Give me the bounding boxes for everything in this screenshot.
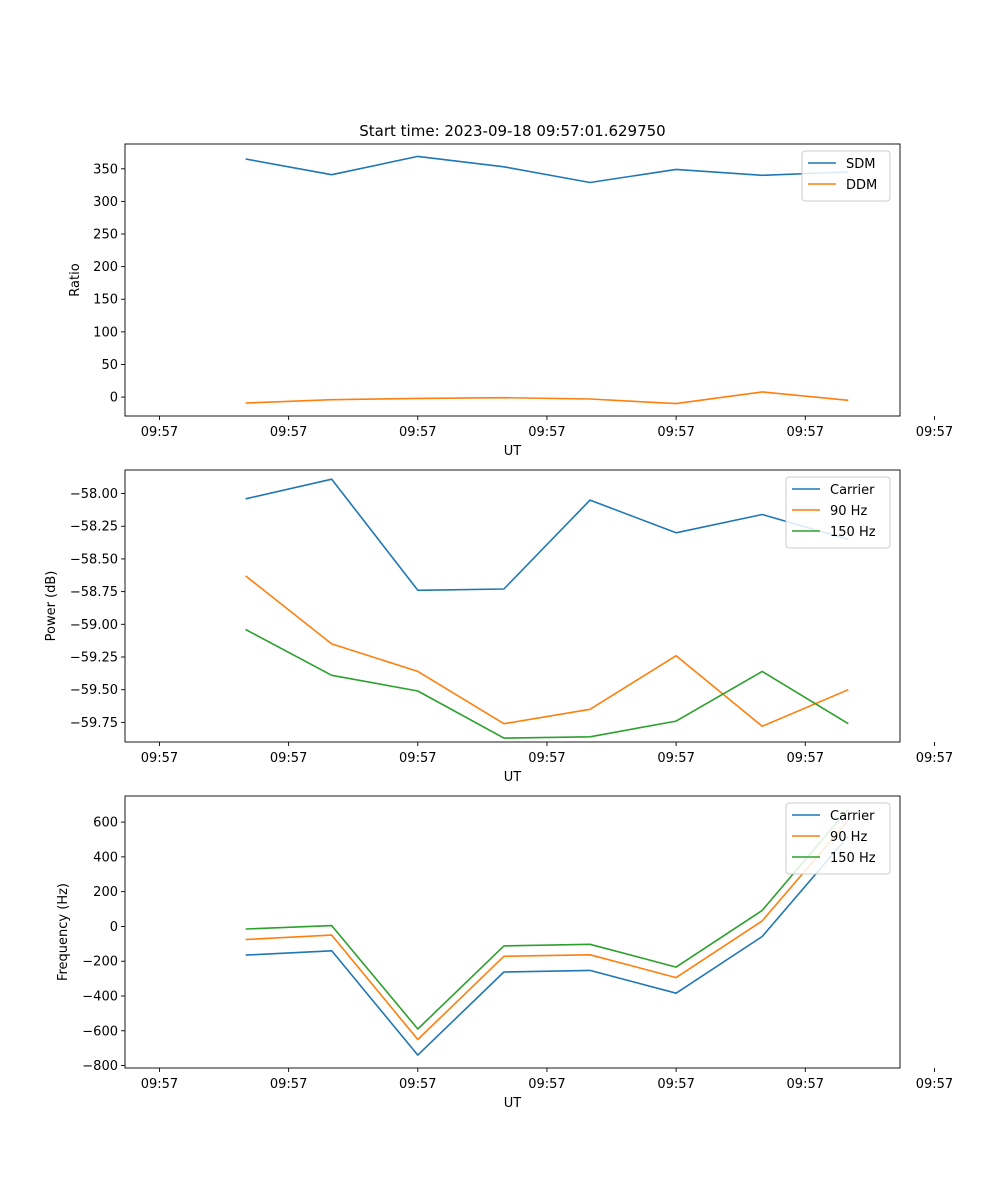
y-tick-label: −600 bbox=[82, 1024, 118, 1039]
y-tick-label: 0 bbox=[110, 920, 118, 935]
x-tick-label: 09:57 bbox=[916, 425, 953, 440]
legend-label-ddm: DDM bbox=[846, 178, 877, 193]
y-tick-label: 200 bbox=[93, 260, 118, 275]
x-tick-label: 09:57 bbox=[787, 425, 824, 440]
series-line-150-hz bbox=[245, 628, 849, 739]
legend-label-150-hz: 150 Hz bbox=[830, 525, 876, 540]
y-tick-label: 300 bbox=[93, 195, 118, 210]
x-tick-label: 09:57 bbox=[141, 751, 178, 766]
x-tick-label: 09:57 bbox=[657, 1077, 694, 1092]
chart-2: 09:57 09:57 09:57 09:57 09:57 09:57 09:57 −58.0… bbox=[44, 469, 953, 785]
series-line-ddm bbox=[245, 391, 849, 405]
x-tick-label: 09:57 bbox=[270, 1077, 307, 1092]
legend-label-carrier: Carrier bbox=[830, 483, 875, 498]
chart-1: 09:57 09:57 09:57 09:57 09:57 09:57 09:57 0 50 10… bbox=[68, 143, 953, 459]
series-line-carrier bbox=[245, 478, 849, 592]
y-tick-label: 100 bbox=[93, 325, 118, 340]
y-tick-label: −58.50 bbox=[70, 552, 118, 567]
series-line-90-hz bbox=[245, 575, 849, 728]
axes-frame bbox=[124, 143, 901, 417]
x-tick-label: 09:57 bbox=[399, 751, 436, 766]
x-tick-label: 09:57 bbox=[270, 751, 307, 766]
x-tick-label: 09:57 bbox=[399, 425, 436, 440]
y-tick-label: 400 bbox=[93, 850, 118, 865]
legend-label-90-hz: 90 Hz bbox=[830, 830, 867, 845]
y-tick-label: 0 bbox=[110, 391, 118, 406]
x-tick-label: 09:57 bbox=[141, 425, 178, 440]
x-tick-label: 09:57 bbox=[787, 751, 824, 766]
series-line-90-hz bbox=[245, 819, 849, 1041]
x-tick-label: 09:57 bbox=[528, 425, 565, 440]
series-line-150-hz bbox=[245, 808, 849, 1030]
x-tick-label: 09:57 bbox=[787, 1077, 824, 1092]
x-axis-label: UT bbox=[504, 770, 522, 785]
y-tick-label: 50 bbox=[101, 358, 118, 373]
y-tick-label: −58.00 bbox=[70, 487, 118, 502]
y-axis-label: Power (dB) bbox=[44, 571, 59, 642]
legend-label-150-hz: 150 Hz bbox=[830, 851, 876, 866]
axes-frame bbox=[124, 469, 901, 743]
charts: 09:57 09:57 09:57 09:57 09:57 09:57 09:57 0 50 10… bbox=[44, 143, 953, 1111]
axes-frame bbox=[124, 795, 901, 1069]
legend-label-90-hz: 90 Hz bbox=[830, 504, 867, 519]
y-tick-label: 600 bbox=[93, 816, 118, 831]
legend-label-sdm: SDM bbox=[846, 157, 875, 172]
x-axis-label: UT bbox=[504, 1096, 522, 1111]
chart-3: 09:57 09:57 09:57 09:57 09:57 09:57 09:57 −800 −… bbox=[56, 795, 953, 1111]
y-tick-label: −200 bbox=[82, 955, 118, 970]
y-tick-label: −400 bbox=[82, 990, 118, 1005]
y-tick-label: −800 bbox=[82, 1059, 118, 1074]
y-tick-label: −59.25 bbox=[70, 651, 118, 666]
figure-title: Start time: 2023-09-18 09:57:01.629750 bbox=[359, 122, 665, 140]
x-tick-label: 09:57 bbox=[657, 425, 694, 440]
x-tick-label: 09:57 bbox=[916, 751, 953, 766]
x-tick-label: 09:57 bbox=[528, 751, 565, 766]
x-tick-label: 09:57 bbox=[270, 425, 307, 440]
legend-label-carrier: Carrier bbox=[830, 809, 875, 824]
y-tick-label: 350 bbox=[93, 162, 118, 177]
y-tick-label: 200 bbox=[93, 885, 118, 900]
y-tick-label: −59.75 bbox=[70, 716, 118, 731]
x-tick-label: 09:57 bbox=[657, 751, 694, 766]
y-axis-label: Frequency (Hz) bbox=[56, 883, 71, 981]
y-tick-label: −58.75 bbox=[70, 585, 118, 600]
series-line-carrier bbox=[245, 835, 849, 1056]
x-tick-label: 09:57 bbox=[141, 1077, 178, 1092]
y-axis-label: Ratio bbox=[68, 263, 83, 296]
legend: Carrier 90 Hz 150 Hz bbox=[785, 476, 891, 549]
series-line-sdm bbox=[245, 155, 849, 184]
y-tick-label: 150 bbox=[93, 293, 118, 308]
y-tick-label: −59.00 bbox=[70, 618, 118, 633]
y-tick-label: −59.50 bbox=[70, 683, 118, 698]
x-tick-label: 09:57 bbox=[916, 1077, 953, 1092]
x-tick-label: 09:57 bbox=[528, 1077, 565, 1092]
x-tick-label: 09:57 bbox=[399, 1077, 436, 1092]
y-tick-label: 250 bbox=[93, 228, 118, 243]
legend: SDM DDM bbox=[801, 150, 891, 202]
x-axis-label: UT bbox=[504, 444, 522, 459]
legend: Carrier 90 Hz 150 Hz bbox=[785, 802, 891, 875]
y-tick-label: −58.25 bbox=[70, 520, 118, 535]
